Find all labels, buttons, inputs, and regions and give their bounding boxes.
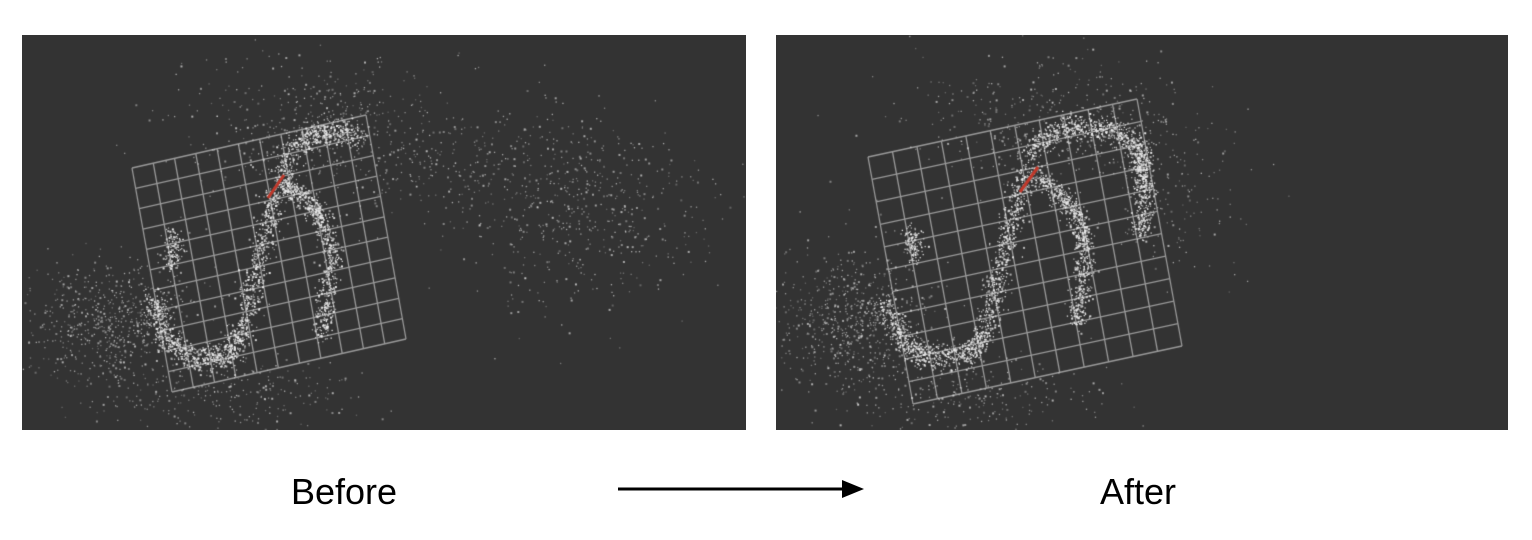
after-label: After [1099,471,1177,512]
right-arrow-icon [618,480,864,498]
point-cloud-after-canvas [776,35,1508,430]
point-cloud-after-viewport [776,35,1508,430]
point-cloud-before-viewport [22,35,746,430]
before-label: Before [290,471,398,512]
point-cloud-before-canvas [22,35,746,430]
